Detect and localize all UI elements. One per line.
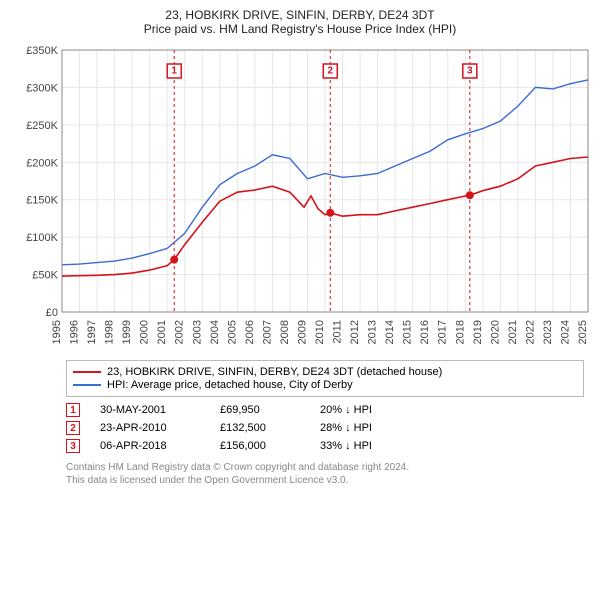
sale-delta: 28% ↓ HPI: [320, 422, 420, 434]
sale-row: 1 30-MAY-2001 £69,950 20% ↓ HPI: [66, 403, 584, 417]
x-tick-label: 2012: [349, 320, 361, 344]
chart-title-block: 23, HOBKIRK DRIVE, SINFIN, DERBY, DE24 3…: [6, 8, 594, 36]
x-tick-label: 2005: [226, 320, 238, 344]
footer-line2: This data is licensed under the Open Gov…: [66, 474, 584, 487]
x-tick-label: 2019: [472, 320, 484, 344]
x-tick-label: 2015: [402, 320, 414, 344]
legend-row: HPI: Average price, detached house, City…: [73, 379, 577, 391]
y-tick-label: £350K: [26, 45, 58, 57]
sale-delta: 20% ↓ HPI: [320, 404, 420, 416]
y-tick-label: £250K: [26, 120, 58, 132]
y-tick-label: £300K: [26, 82, 58, 94]
x-tick-label: 1997: [86, 320, 98, 344]
y-tick-label: £200K: [26, 157, 58, 169]
sale-date: 30-MAY-2001: [100, 404, 200, 416]
legend-swatch: [73, 371, 101, 373]
x-tick-label: 1999: [121, 320, 133, 344]
title-line2: Price paid vs. HM Land Registry's House …: [6, 22, 594, 36]
event-marker-number: 1: [171, 66, 177, 77]
y-tick-label: £100K: [26, 232, 58, 244]
x-tick-label: 2006: [244, 320, 256, 344]
legend-label: HPI: Average price, detached house, City…: [107, 379, 353, 391]
sale-date: 23-APR-2010: [100, 422, 200, 434]
x-tick-label: 2000: [139, 320, 151, 344]
legend: 23, HOBKIRK DRIVE, SINFIN, DERBY, DE24 3…: [66, 360, 584, 397]
x-tick-label: 2004: [209, 320, 221, 344]
line-chart-svg: £0 £50K £100K £150K £200K £250K £300K £350K 1995…: [6, 42, 594, 352]
x-tick-label: 2001: [156, 320, 168, 344]
sale-row: 3 06-APR-2018 £156,000 33% ↓ HPI: [66, 439, 584, 453]
sale-marker: 2: [66, 421, 80, 435]
sales-table: 1 30-MAY-2001 £69,950 20% ↓ HPI 2 23-APR-2010…: [66, 403, 584, 453]
sale-delta: 33% ↓ HPI: [320, 440, 420, 452]
x-tick-label: 2010: [314, 320, 326, 344]
sale-row: 2 23-APR-2010 £132,500 28% ↓ HPI: [66, 421, 584, 435]
x-tick-label: 2011: [332, 320, 344, 344]
event-marker-dot: [466, 191, 474, 199]
x-tick-label: 1998: [104, 320, 116, 344]
sale-date: 06-APR-2018: [100, 440, 200, 452]
y-tick-label: £150K: [26, 195, 58, 207]
x-tick-label: 2003: [191, 320, 203, 344]
title-line1: 23, HOBKIRK DRIVE, SINFIN, DERBY, DE24 3…: [6, 8, 594, 22]
x-tick-label: 2017: [437, 320, 449, 344]
x-tick-label: 2009: [296, 320, 308, 344]
event-marker-number: 3: [467, 66, 473, 77]
attribution-footer: Contains HM Land Registry data © Crown c…: [66, 461, 584, 487]
event-marker-dot: [326, 209, 334, 217]
x-tick-label: 2018: [454, 320, 466, 344]
x-tick-label: 2020: [489, 320, 501, 344]
x-tick-label: 2013: [367, 320, 379, 344]
y-tick-label: £50K: [32, 270, 58, 282]
event-marker-number: 2: [327, 66, 333, 77]
x-tick-label: 2014: [384, 320, 396, 344]
legend-label: 23, HOBKIRK DRIVE, SINFIN, DERBY, DE24 3…: [107, 366, 442, 378]
x-tick-label: 2016: [419, 320, 431, 344]
legend-row: 23, HOBKIRK DRIVE, SINFIN, DERBY, DE24 3…: [73, 366, 577, 378]
sale-price: £156,000: [220, 440, 300, 452]
sale-marker: 3: [66, 439, 80, 453]
x-tick-label: 2008: [279, 320, 291, 344]
sale-price: £132,500: [220, 422, 300, 434]
sale-marker: 1: [66, 403, 80, 417]
x-tick-label: 1995: [51, 320, 63, 344]
event-marker-dot: [170, 256, 178, 264]
x-tick-label: 2021: [507, 320, 519, 344]
chart-area: £0 £50K £100K £150K £200K £250K £300K £350K 1995…: [6, 42, 594, 352]
sale-price: £69,950: [220, 404, 300, 416]
x-tick-label: 2022: [524, 320, 536, 344]
y-tick-label: £0: [46, 307, 58, 319]
x-tick-label: 2024: [559, 320, 571, 344]
x-tick-label: 2023: [542, 320, 554, 344]
footer-line1: Contains HM Land Registry data © Crown c…: [66, 461, 584, 474]
x-tick-label: 2025: [577, 320, 589, 344]
x-tick-label: 1996: [69, 320, 81, 344]
x-tick-label: 2007: [261, 320, 273, 344]
legend-swatch: [73, 384, 101, 386]
x-tick-label: 2002: [174, 320, 186, 344]
